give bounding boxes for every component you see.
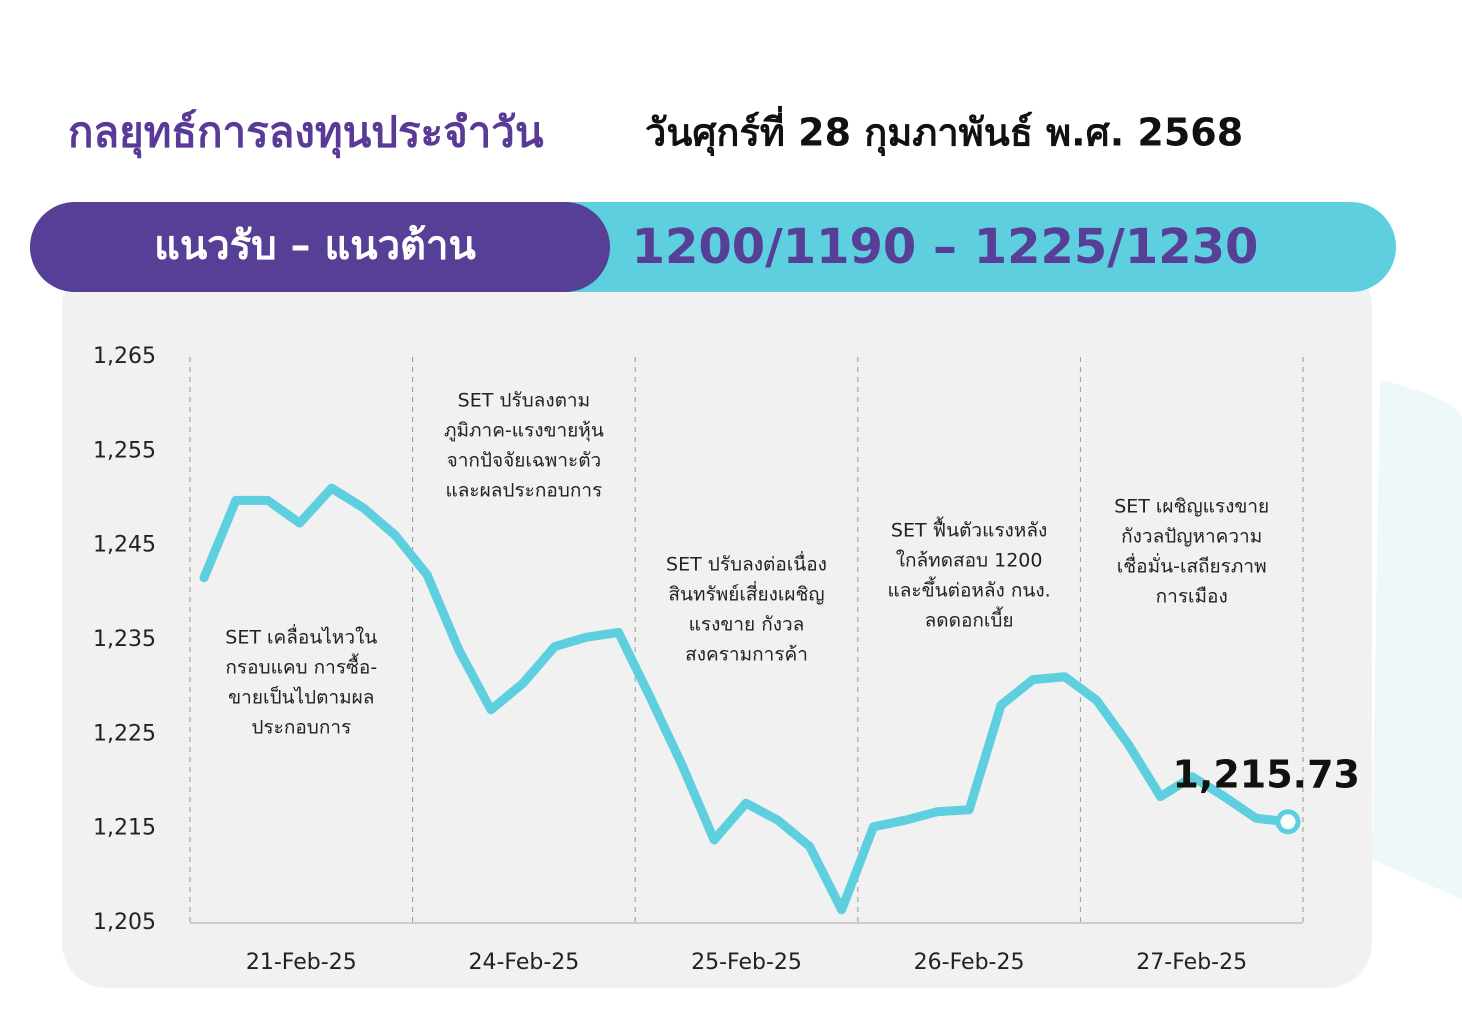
date: วันศุกร์ที่ 28 กุมภาพันธ์ พ.ศ. 2568 bbox=[645, 106, 1243, 157]
annotation: SET ฟื้นตัวแรงหลัง bbox=[891, 517, 1047, 542]
annotation: SET ปรับลงตาม bbox=[458, 390, 591, 412]
annotation: สงครามการค้า bbox=[685, 644, 808, 666]
annotation: SET เผชิญแรงขาย bbox=[1114, 496, 1269, 518]
annotation: ใกล้ทดสอบ 1200 bbox=[896, 550, 1043, 572]
x-tick-label: 24-Feb-25 bbox=[468, 950, 579, 975]
banner-label: แนวรับ – แนวต้าน bbox=[154, 223, 476, 269]
banner-left bbox=[30, 202, 610, 292]
annotation: ประกอบการ bbox=[251, 717, 351, 739]
annotation: สินทรัพย์เสี่ยงเผชิญ bbox=[668, 581, 824, 606]
banner-levels: 1200/1190 – 1225/1230 bbox=[632, 219, 1259, 275]
x-tick-label: 26-Feb-25 bbox=[914, 950, 1025, 975]
annotation: และขึ้นต่อหลัง กนง. bbox=[888, 577, 1051, 602]
annotation: แรงขาย กังวล bbox=[689, 614, 805, 636]
decor bbox=[1372, 380, 1462, 900]
value-label: 1,215.73 bbox=[1172, 752, 1360, 796]
y-tick-label: 1,265 bbox=[93, 344, 156, 369]
y-tick-label: 1,255 bbox=[93, 438, 156, 463]
x-tick-label: 27-Feb-25 bbox=[1136, 950, 1247, 975]
y-tick-label: 1,205 bbox=[93, 910, 156, 935]
annotation: เชื่อมั่น-เสถียรภาพ bbox=[1117, 553, 1267, 578]
y-tick-label: 1,215 bbox=[93, 816, 156, 841]
title: กลยุทธ์การลงทุนประจำวัน bbox=[68, 108, 544, 159]
panel bbox=[62, 262, 1372, 988]
annotation: ภูมิภาค-แรงขายหุ้น bbox=[444, 420, 604, 443]
price-line bbox=[199, 483, 1293, 915]
annotation: กังวลปัญหาความ bbox=[1121, 526, 1262, 548]
y-tick-label: 1,235 bbox=[93, 627, 156, 652]
x-tick-label: 21-Feb-25 bbox=[246, 950, 357, 975]
annotation: การเมือง bbox=[1156, 586, 1228, 608]
annotation: ลดดอกเบี้ย bbox=[925, 607, 1014, 632]
last-point bbox=[1275, 809, 1301, 835]
annotation: และผลประกอบการ bbox=[446, 480, 603, 502]
x-tick-label: 25-Feb-25 bbox=[691, 950, 802, 975]
y-tick-label: 1,245 bbox=[93, 533, 156, 558]
annotation: SET ปรับลงต่อเนื่อง bbox=[666, 551, 827, 576]
y-tick-label: 1,225 bbox=[93, 721, 156, 746]
annotation: จากปัจจัยเฉพาะตัว bbox=[447, 450, 602, 472]
annotation: ขายเป็นไปตามผล bbox=[228, 685, 374, 709]
annotation: SET เคลื่อนไหวใน bbox=[225, 624, 377, 649]
annotation: กรอบแคบ การซื้อ- bbox=[225, 654, 377, 679]
